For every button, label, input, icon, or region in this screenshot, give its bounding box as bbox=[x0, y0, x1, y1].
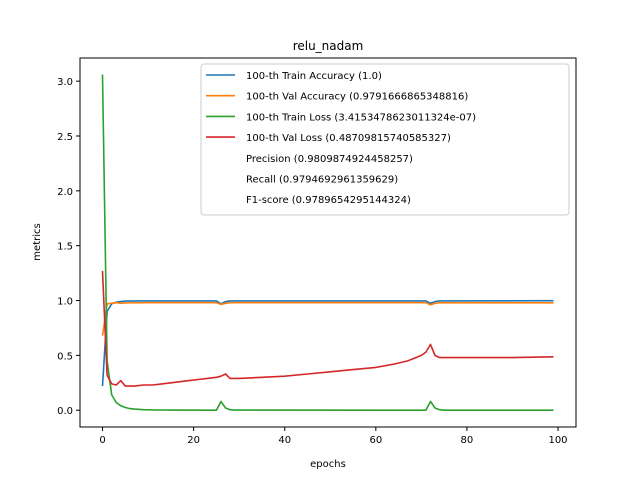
series-layer bbox=[101, 74, 554, 412]
x-tick-label: 60 bbox=[369, 435, 382, 446]
y-tick-label: 3.0 bbox=[57, 77, 73, 88]
y-tick-label: 2.5 bbox=[57, 132, 73, 143]
legend-entry: Recall (0.9794692961359629) bbox=[246, 175, 398, 186]
x-tick-label: 0 bbox=[99, 435, 105, 446]
y-tick-label: 0.5 bbox=[57, 351, 73, 362]
series-line-2 bbox=[101, 301, 554, 336]
x-tick-label: 20 bbox=[187, 435, 200, 446]
x-tick-label: 80 bbox=[461, 435, 474, 446]
series-line-4 bbox=[101, 270, 554, 387]
legend: 100-th Train Accuracy (1.0) 100-th Val Ac… bbox=[200, 63, 570, 216]
x-tick-label: 40 bbox=[278, 435, 291, 446]
y-tick-label: 1.5 bbox=[57, 242, 73, 253]
plot-area: 0 20 40 60 80 100 0.0 0.5 1.0 1.5 2.0 2.5 3.0 bbox=[57, 57, 577, 446]
legend-entry: 100-th Train Accuracy (1.0) bbox=[246, 71, 382, 82]
series-line-3 bbox=[101, 74, 554, 412]
legend-frame bbox=[200, 63, 570, 216]
legend-entry: 100-th Val Accuracy (0.9791666865348816) bbox=[246, 92, 468, 103]
x-axis-ticks: 0 20 40 60 80 100 bbox=[99, 427, 568, 446]
y-axis-label: metrics bbox=[32, 223, 43, 260]
x-axis-label: epochs bbox=[310, 459, 346, 470]
chart-title: relu_nadam bbox=[293, 39, 364, 53]
legend-entry: 100-th Train Loss (3.4153478623011324e-0… bbox=[246, 112, 476, 123]
y-axis-ticks: 0.0 0.5 1.0 1.5 2.0 2.5 3.0 bbox=[57, 77, 80, 417]
y-tick-label: 1.0 bbox=[57, 297, 73, 308]
y-tick-label: 2.0 bbox=[57, 187, 73, 198]
legend-entry: 100-th Val Loss (0.48709815740585327) bbox=[246, 133, 451, 144]
legend-entry: F1-score (0.9789654295144324) bbox=[246, 195, 411, 206]
y-tick-label: 0.0 bbox=[57, 406, 73, 417]
legend-entry: Precision (0.9809874924458257) bbox=[246, 154, 413, 165]
axes-frame bbox=[79, 57, 577, 428]
x-tick-label: 100 bbox=[548, 435, 567, 446]
